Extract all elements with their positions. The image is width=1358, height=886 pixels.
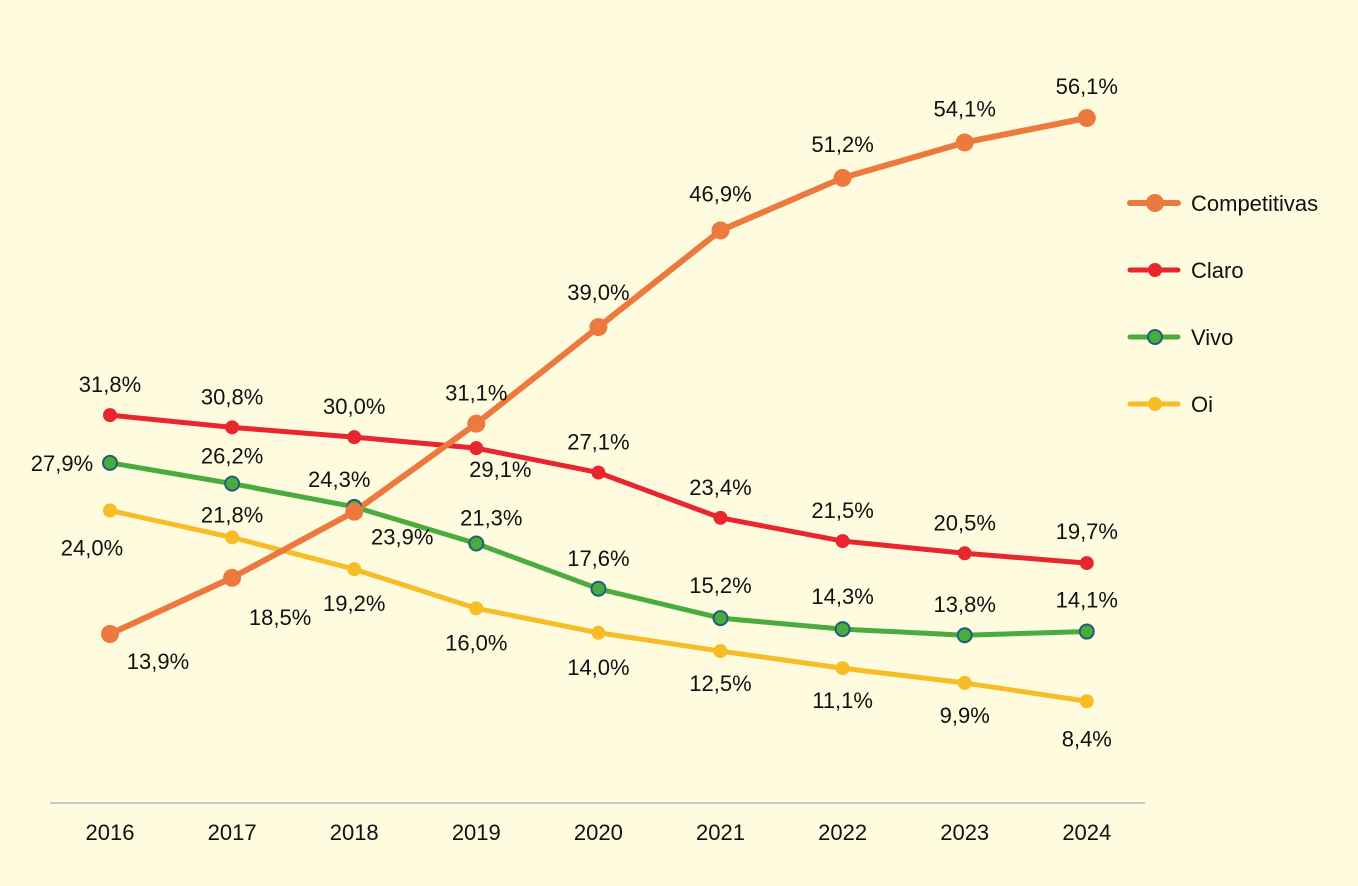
point-claro-2018 bbox=[347, 430, 362, 445]
data-label-claro-2023: 20,5% bbox=[934, 510, 996, 535]
data-label-vivo-2019: 21,3% bbox=[460, 506, 522, 531]
x-tick-label-2019: 2019 bbox=[452, 820, 501, 845]
point-vivo-2020 bbox=[590, 580, 607, 597]
point-claro-2024 bbox=[1079, 556, 1094, 571]
x-tick-label-2021: 2021 bbox=[696, 820, 745, 845]
point-vivo-2017 bbox=[224, 475, 241, 492]
point-claro-2023 bbox=[957, 546, 972, 561]
point-competitivas-2022 bbox=[833, 168, 852, 187]
point-vivo-2021 bbox=[712, 610, 729, 627]
data-label-vivo-2016: 27,9% bbox=[31, 451, 93, 476]
point-oi-2023 bbox=[957, 675, 972, 690]
data-label-oi-2018: 19,2% bbox=[323, 591, 385, 616]
data-label-vivo-2024: 14,1% bbox=[1056, 588, 1118, 613]
legend-label-competitivas: Competitivas bbox=[1191, 191, 1318, 216]
point-claro-2022 bbox=[835, 534, 850, 549]
data-label-competitivas-2023: 54,1% bbox=[934, 96, 996, 121]
point-competitivas-2020 bbox=[589, 318, 608, 337]
point-claro-2020 bbox=[591, 465, 606, 480]
legend-marker-claro bbox=[1148, 263, 1162, 277]
data-label-claro-2020: 27,1% bbox=[567, 430, 629, 455]
x-tick-label-2024: 2024 bbox=[1062, 820, 1111, 845]
x-tick-label-2017: 2017 bbox=[208, 820, 257, 845]
data-label-vivo-2022: 14,3% bbox=[811, 584, 873, 609]
data-label-competitivas-2017: 18,5% bbox=[249, 605, 311, 630]
data-label-claro-2018: 30,0% bbox=[323, 394, 385, 419]
legend-marker-vivo bbox=[1147, 329, 1163, 345]
x-tick-label-2022: 2022 bbox=[818, 820, 867, 845]
point-competitivas-2024 bbox=[1077, 109, 1096, 127]
point-oi-2016 bbox=[103, 503, 117, 518]
point-vivo-2022 bbox=[834, 621, 851, 638]
data-label-competitivas-2024: 56,1% bbox=[1056, 74, 1118, 99]
x-tick-label-2018: 2018 bbox=[330, 820, 379, 845]
legend-label-claro: Claro bbox=[1191, 258, 1244, 283]
legend-label-vivo: Vivo bbox=[1191, 325, 1233, 350]
data-label-vivo-2023: 13,8% bbox=[934, 592, 996, 617]
data-label-vivo-2017: 26,2% bbox=[201, 444, 263, 469]
data-label-oi-2024: 8,4% bbox=[1062, 726, 1112, 751]
point-vivo-2016 bbox=[102, 454, 118, 471]
data-label-oi-2021: 12,5% bbox=[689, 671, 751, 696]
data-label-oi-2023: 9,9% bbox=[940, 703, 990, 728]
x-tick-label-2020: 2020 bbox=[574, 820, 623, 845]
data-label-competitivas-2022: 51,2% bbox=[811, 132, 873, 157]
point-claro-2016 bbox=[103, 408, 117, 423]
data-label-vivo-2020: 17,6% bbox=[567, 546, 629, 571]
data-label-claro-2016: 31,8% bbox=[79, 372, 141, 397]
point-oi-2022 bbox=[835, 661, 850, 676]
point-oi-2021 bbox=[713, 644, 728, 659]
x-tick-label-2016: 2016 bbox=[86, 820, 135, 845]
data-label-vivo-2018: 24,3% bbox=[308, 467, 370, 492]
data-label-competitivas-2018: 23,9% bbox=[371, 525, 433, 550]
data-label-vivo-2021: 15,2% bbox=[689, 573, 751, 598]
point-competitivas-2019 bbox=[467, 414, 486, 433]
data-label-competitivas-2019: 31,1% bbox=[445, 381, 507, 406]
point-competitivas-2023 bbox=[955, 133, 974, 152]
data-label-competitivas-2021: 46,9% bbox=[689, 181, 751, 206]
data-label-oi-2020: 14,0% bbox=[567, 655, 629, 680]
legend-marker-competitivas bbox=[1146, 194, 1164, 212]
legend-marker-oi bbox=[1148, 397, 1162, 411]
data-label-claro-2017: 30,8% bbox=[201, 384, 263, 409]
series-points bbox=[101, 109, 1096, 709]
legend-label-oi: Oi bbox=[1191, 392, 1213, 417]
x-axis-ticks: 2016 2017 2018 2019 2020 2021 2022 2023 2024 bbox=[86, 820, 1112, 845]
point-claro-2019 bbox=[469, 441, 484, 456]
point-vivo-2023 bbox=[956, 627, 973, 644]
data-label-claro-2024: 19,7% bbox=[1056, 519, 1118, 544]
data-label-competitivas-2016: 13,9% bbox=[127, 649, 189, 674]
point-competitivas-2017 bbox=[223, 568, 242, 587]
point-claro-2017 bbox=[225, 420, 240, 435]
data-label-claro-2022: 21,5% bbox=[811, 498, 873, 523]
point-claro-2021 bbox=[713, 510, 728, 525]
data-label-oi-2017: 21,8% bbox=[201, 502, 263, 527]
point-competitivas-2016 bbox=[101, 625, 119, 643]
point-competitivas-2018 bbox=[345, 502, 364, 521]
point-competitivas-2021 bbox=[711, 221, 730, 240]
legend: Competitivas Claro Vivo Oi bbox=[1127, 191, 1318, 417]
data-label-oi-2019: 16,0% bbox=[445, 630, 507, 655]
data-label-oi-2022: 11,1% bbox=[812, 688, 873, 713]
data-label-oi-2016: 24,0% bbox=[61, 536, 123, 561]
point-vivo-2019 bbox=[468, 535, 485, 552]
data-label-competitivas-2020: 39,0% bbox=[567, 280, 629, 305]
x-tick-label-2023: 2023 bbox=[940, 820, 989, 845]
data-labels: 13,9% 18,5% 23,9% 31,1% 39,0% 46,9% 51,2% 54,1%… bbox=[31, 74, 1118, 751]
point-oi-2024 bbox=[1079, 694, 1094, 709]
point-oi-2019 bbox=[469, 601, 484, 616]
point-oi-2018 bbox=[347, 562, 362, 577]
point-vivo-2024 bbox=[1078, 623, 1095, 640]
data-label-claro-2021: 23,4% bbox=[689, 475, 751, 500]
point-oi-2020 bbox=[591, 625, 606, 640]
data-label-claro-2019: 29,1% bbox=[469, 457, 531, 482]
point-oi-2017 bbox=[225, 530, 240, 545]
